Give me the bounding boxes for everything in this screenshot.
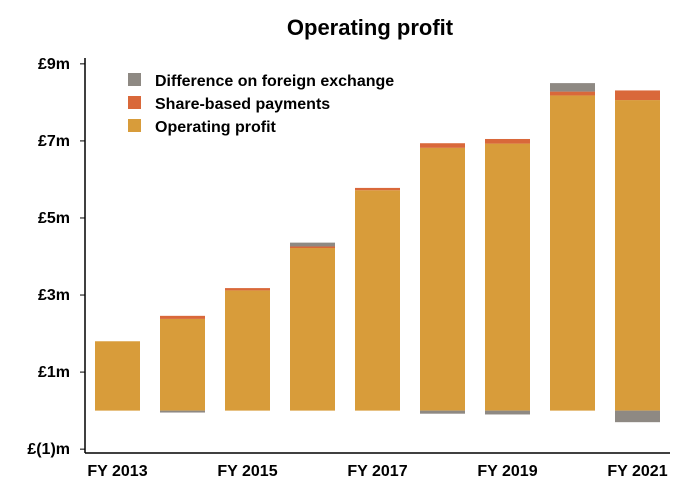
- bar-operating-profit: [615, 100, 660, 411]
- y-tick-label: £(1)m: [27, 441, 70, 458]
- y-tick-label: £5m: [38, 210, 70, 227]
- x-tick-label: FY 2015: [217, 463, 277, 480]
- bar-foreign-exchange: [290, 242, 335, 247]
- bar-foreign-exchange: [420, 410, 465, 414]
- x-tick-label: FY 2013: [87, 463, 147, 480]
- bar-foreign-exchange: [160, 410, 205, 413]
- y-tick-label: £7m: [38, 133, 70, 150]
- bar-share-based-payments: [550, 91, 595, 96]
- legend-label: Operating profit: [155, 119, 277, 136]
- x-tick-label: FY 2021: [607, 463, 667, 480]
- bar-share-based-payments: [225, 288, 270, 291]
- y-tick-label: £9m: [38, 56, 70, 73]
- bar-operating-profit: [355, 190, 400, 411]
- bar-share-based-payments: [290, 246, 335, 249]
- bar-share-based-payments: [485, 138, 530, 144]
- legend-label: Difference on foreign exchange: [155, 73, 394, 90]
- bar-share-based-payments: [420, 143, 465, 148]
- bar-share-based-payments: [160, 315, 205, 319]
- bar-foreign-exchange: [485, 410, 530, 415]
- legend-label: Share-based payments: [155, 96, 330, 113]
- bar-foreign-exchange: [615, 410, 660, 423]
- legend-swatch: [128, 96, 141, 109]
- legend-swatch: [128, 119, 141, 132]
- bar-share-based-payments: [355, 187, 400, 191]
- bar-operating-profit: [290, 248, 335, 411]
- bar-share-based-payments: [615, 90, 660, 101]
- bar-operating-profit: [420, 147, 465, 411]
- y-tick-label: £3m: [38, 287, 70, 304]
- bar-operating-profit: [160, 318, 205, 411]
- chart-title: Operating profit: [286, 15, 454, 40]
- bar-operating-profit: [550, 95, 595, 411]
- bar-operating-profit: [95, 341, 140, 411]
- bar-foreign-exchange: [550, 83, 595, 92]
- bar-operating-profit: [225, 290, 270, 411]
- bar-operating-profit: [485, 143, 530, 411]
- y-tick-label: £1m: [38, 364, 70, 381]
- legend-swatch: [128, 73, 141, 86]
- x-tick-label: FY 2017: [347, 463, 407, 480]
- x-tick-label: FY 2019: [477, 463, 537, 480]
